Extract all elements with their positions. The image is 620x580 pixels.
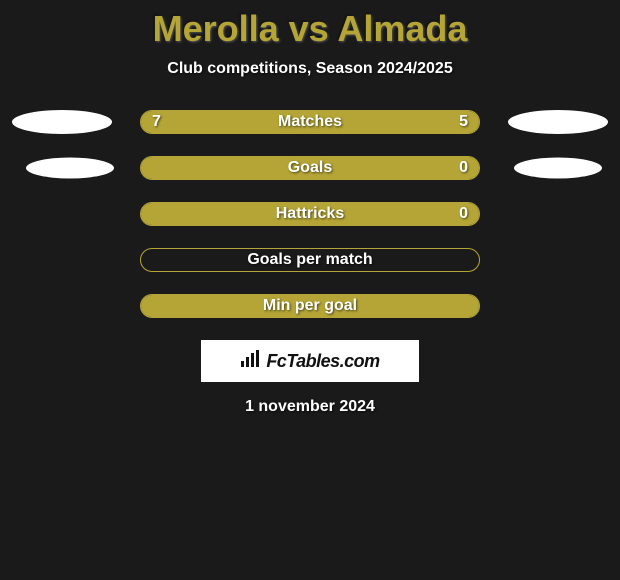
stat-rows: 7 Matches 5 Goals 0 Hattricks 0	[0, 110, 620, 318]
stat-value-right: 0	[459, 202, 468, 226]
bar-fill-left	[141, 295, 479, 317]
subtitle: Club competitions, Season 2024/2025	[0, 60, 620, 78]
stat-row: Goals per match	[0, 248, 620, 272]
stat-bar	[140, 248, 480, 272]
player-logo-right	[508, 110, 608, 134]
player-logo-left	[12, 110, 112, 134]
page-title: Merolla vs Almada	[0, 8, 620, 50]
stat-bar	[140, 294, 480, 318]
brand-text: FcTables.com	[266, 351, 379, 372]
stat-row: Min per goal	[0, 294, 620, 318]
stat-bar	[140, 110, 480, 134]
stat-row: Hattricks 0	[0, 202, 620, 226]
brand-badge: FcTables.com	[201, 340, 419, 382]
stat-row: Goals 0	[0, 156, 620, 180]
stat-row: 7 Matches 5	[0, 110, 620, 134]
player-logo-left	[26, 158, 114, 179]
stat-value-right: 0	[459, 156, 468, 180]
stat-bar	[140, 156, 480, 180]
player-logo-right	[514, 158, 602, 179]
bar-fill-left	[141, 111, 338, 133]
bar-fill-left	[141, 203, 479, 225]
bar-fill-right	[338, 111, 479, 133]
stat-bar	[140, 202, 480, 226]
date-text: 1 november 2024	[0, 398, 620, 416]
stat-value-left: 7	[152, 110, 161, 134]
bar-fill-left	[141, 157, 479, 179]
stat-value-right: 5	[459, 110, 468, 134]
bar-chart-icon	[240, 350, 262, 373]
comparison-infographic: Merolla vs Almada Club competitions, Sea…	[0, 0, 620, 416]
